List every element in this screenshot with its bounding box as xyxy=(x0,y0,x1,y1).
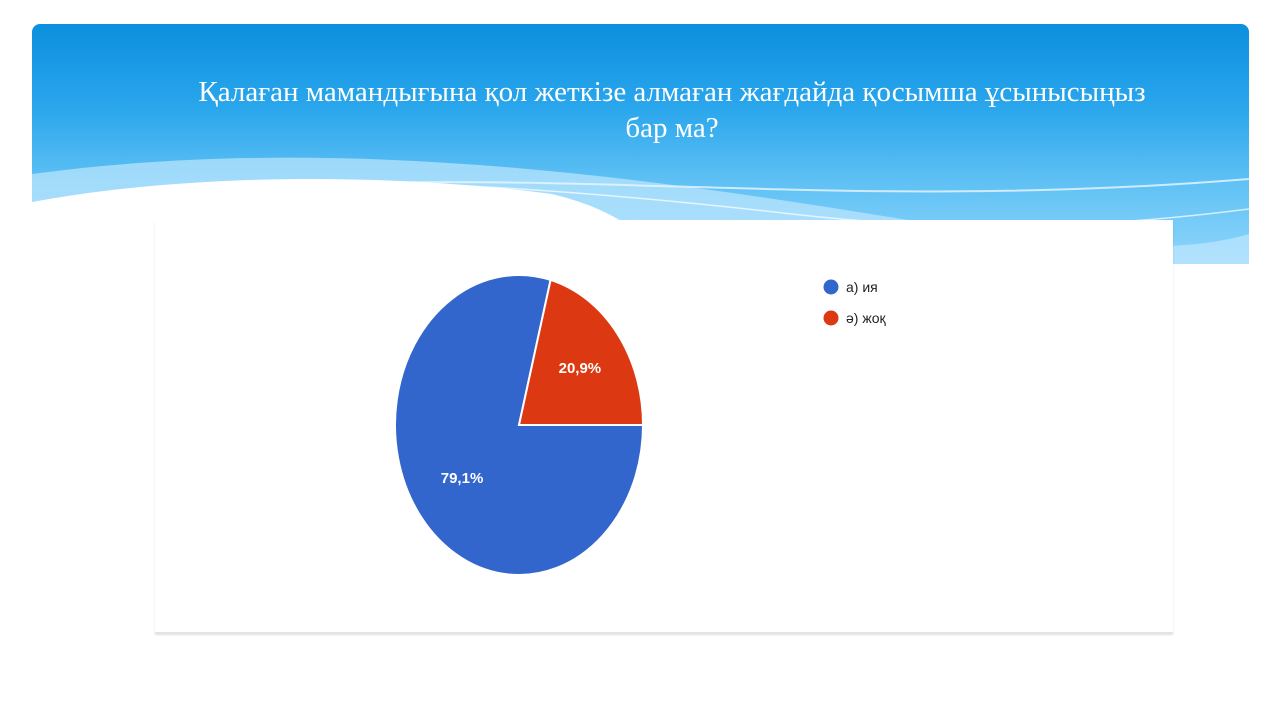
pie-slice-label-no: 20,9% xyxy=(559,360,602,377)
pie-slice-label-yes: 79,1% xyxy=(441,470,484,487)
legend-marker-yes xyxy=(823,279,839,295)
pie-slice-no xyxy=(517,278,645,426)
legend-label-no: ә) жоқ xyxy=(846,310,886,326)
pie-chart: 79,1% 20,9% а) ия ә) жоқ xyxy=(394,274,886,576)
slide-title: Қалаған мамандығына қол жеткізе алмаған … xyxy=(198,76,1146,144)
legend-label-yes: а) ия xyxy=(846,279,878,295)
legend-marker-no xyxy=(823,310,839,326)
chart-card: 79,1% 20,9% а) ия ә) жоқ xyxy=(155,220,1173,633)
pie-slice-yes xyxy=(394,274,645,576)
